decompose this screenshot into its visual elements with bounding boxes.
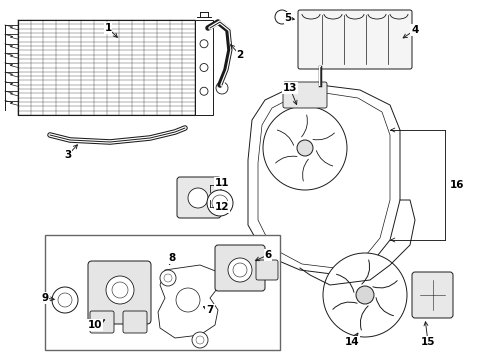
Circle shape bbox=[216, 82, 228, 94]
FancyBboxPatch shape bbox=[88, 261, 151, 324]
Circle shape bbox=[58, 293, 72, 307]
Circle shape bbox=[200, 63, 208, 72]
Circle shape bbox=[275, 10, 289, 24]
FancyArrowPatch shape bbox=[373, 281, 397, 288]
Circle shape bbox=[200, 87, 208, 95]
Text: 5: 5 bbox=[284, 13, 292, 23]
Text: 6: 6 bbox=[265, 250, 271, 260]
Text: 3: 3 bbox=[64, 150, 72, 160]
Circle shape bbox=[106, 276, 134, 304]
Circle shape bbox=[164, 274, 172, 282]
FancyArrowPatch shape bbox=[313, 133, 335, 140]
Circle shape bbox=[188, 188, 208, 208]
FancyArrowPatch shape bbox=[360, 306, 368, 330]
Circle shape bbox=[52, 287, 78, 313]
FancyArrowPatch shape bbox=[275, 156, 297, 163]
FancyArrowPatch shape bbox=[333, 302, 357, 309]
Circle shape bbox=[263, 106, 347, 190]
Text: 2: 2 bbox=[236, 50, 244, 60]
Bar bbox=[18, 20, 195, 115]
Circle shape bbox=[228, 258, 252, 282]
FancyArrowPatch shape bbox=[302, 159, 308, 181]
Text: 14: 14 bbox=[344, 337, 359, 347]
Circle shape bbox=[233, 263, 247, 277]
Circle shape bbox=[196, 336, 204, 344]
Text: 16: 16 bbox=[450, 180, 464, 190]
Text: 4: 4 bbox=[411, 25, 418, 35]
Text: 15: 15 bbox=[421, 337, 435, 347]
Circle shape bbox=[160, 270, 176, 286]
FancyArrowPatch shape bbox=[376, 298, 393, 316]
Text: 13: 13 bbox=[283, 83, 297, 93]
Text: 8: 8 bbox=[169, 253, 175, 263]
FancyArrowPatch shape bbox=[277, 130, 294, 145]
FancyBboxPatch shape bbox=[215, 245, 265, 291]
FancyBboxPatch shape bbox=[123, 311, 147, 333]
Text: 12: 12 bbox=[215, 202, 229, 212]
FancyBboxPatch shape bbox=[256, 260, 278, 280]
Circle shape bbox=[192, 332, 208, 348]
Circle shape bbox=[356, 286, 374, 304]
FancyBboxPatch shape bbox=[283, 82, 327, 108]
FancyArrowPatch shape bbox=[302, 115, 307, 137]
FancyArrowPatch shape bbox=[317, 150, 333, 166]
Circle shape bbox=[297, 140, 313, 156]
Bar bbox=[195, 20, 213, 115]
Text: 7: 7 bbox=[206, 305, 214, 315]
FancyBboxPatch shape bbox=[177, 177, 221, 218]
Circle shape bbox=[112, 282, 128, 298]
Circle shape bbox=[212, 195, 228, 211]
Circle shape bbox=[207, 190, 233, 216]
FancyArrowPatch shape bbox=[362, 260, 369, 284]
FancyBboxPatch shape bbox=[298, 10, 412, 69]
Circle shape bbox=[200, 40, 208, 48]
FancyBboxPatch shape bbox=[412, 272, 453, 318]
Text: 1: 1 bbox=[104, 23, 112, 33]
Text: 9: 9 bbox=[42, 293, 49, 303]
Text: 11: 11 bbox=[215, 178, 229, 188]
Circle shape bbox=[176, 288, 200, 312]
Text: 10: 10 bbox=[88, 320, 102, 330]
FancyBboxPatch shape bbox=[90, 311, 114, 333]
Circle shape bbox=[323, 253, 407, 337]
FancyArrowPatch shape bbox=[337, 274, 354, 292]
Bar bbox=[45, 235, 280, 350]
